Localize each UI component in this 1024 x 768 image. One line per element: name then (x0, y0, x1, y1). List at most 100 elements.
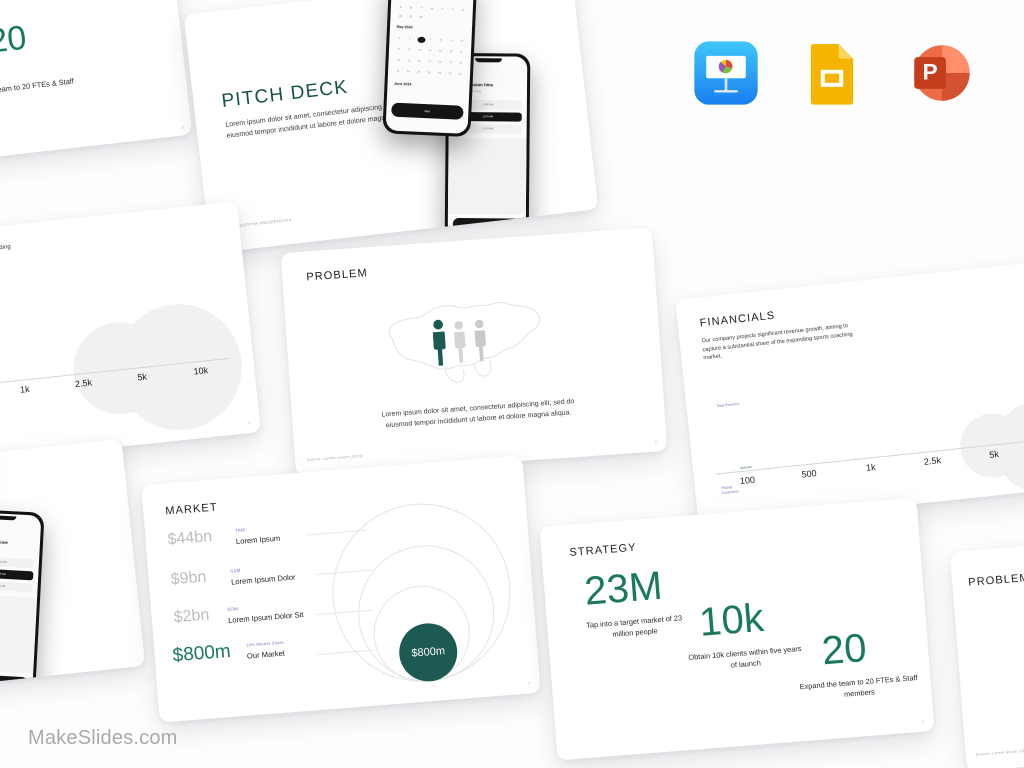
day-cell[interactable]: 20 (417, 59, 421, 63)
time-option-2[interactable]: 11:00 AM (0, 567, 34, 581)
day-cell[interactable]: 25 (396, 69, 400, 73)
phone-a-next-label: Next (424, 109, 431, 114)
phone-b-content-area (447, 137, 527, 215)
day-cell[interactable]: 28 (427, 71, 431, 75)
day-cell[interactable]: 21 (428, 60, 432, 64)
day-cell[interactable]: 22 (438, 60, 442, 64)
phone-notch (0, 515, 17, 521)
phone-mockup-session-time: Start session time Select duration of ti… (0, 508, 45, 694)
day-cell[interactable]: 14 (428, 49, 432, 53)
google-slides-icon[interactable] (799, 40, 865, 106)
calendar-month-label: May 2024 (396, 24, 413, 30)
svg-text:P: P (923, 60, 938, 85)
bar: $2,300,000 (5, 377, 42, 385)
day-cell-empty (427, 16, 435, 19)
chart-bars: $2,300,000 $5,750,000 $11,500,000 (0, 249, 229, 385)
strategy-stat-number-2: 10k (697, 595, 766, 645)
weekday: T (420, 6, 423, 10)
phone-b-heading: Start session time (0, 538, 9, 546)
bar: $11,500,000 (973, 442, 1013, 450)
day-cell[interactable]: 11 (397, 47, 401, 51)
calendar-week-1: 4 5 7 8 9 10 (395, 36, 466, 44)
day-cell[interactable]: 13 (418, 48, 422, 52)
bar: $5,750,000 (912, 448, 951, 457)
day-cell-selected[interactable] (416, 36, 426, 44)
day-cell[interactable]: 30 (419, 15, 423, 19)
day-cell[interactable]: 26 (406, 70, 410, 74)
category-label: 2.5k (923, 455, 942, 467)
slide-financials[interactable]: FINANCIALS Our company projects signific… (675, 257, 1024, 527)
day-cell[interactable]: 16 (449, 50, 453, 54)
bar: $2,300,000 (850, 455, 889, 463)
day-cell[interactable]: 24 (459, 61, 463, 65)
slide-strategy[interactable]: STRATEGY 23M Tap into a target market of… (539, 497, 935, 761)
bar: $23,000,000 (181, 359, 218, 367)
day-cell[interactable]: 8 (440, 38, 442, 42)
slide-pitch-deck[interactable]: PITCH DECK Lorem ipsum dolor sit amet, c… (183, 0, 599, 254)
day-cell[interactable]: 4 (398, 36, 401, 40)
person-figure-highlight (432, 319, 446, 366)
calendar-weekday-row: S M T W T F S (397, 6, 468, 12)
day-cell-empty (438, 17, 446, 20)
strategy-stat-caption-1: Tap into a target market of 23 million p… (585, 613, 683, 639)
day-cell[interactable]: 9 (450, 39, 453, 43)
phone-a-next-button[interactable]: Next (391, 102, 464, 120)
strategy-stat-number-3: 20 (820, 625, 869, 674)
day-cell[interactable]: 12 (407, 48, 411, 52)
market-value-tam: $44bn (166, 527, 213, 549)
day-cell[interactable]: 31 (458, 72, 462, 76)
market-label-som: Lorem Ipsum Dolor Sit (227, 610, 304, 625)
bar: $1,150,000 (788, 461, 828, 470)
day-cell[interactable]: 29 (437, 71, 441, 75)
strategy-stat-caption-3: Expand the team to 20 FTEs & Staff membe… (799, 673, 918, 699)
weekday: W (430, 7, 434, 11)
day-cell[interactable]: 17 (459, 50, 463, 54)
calendar-week-2: 11 12 13 14 15 16 17 (395, 48, 466, 54)
market-title: MARKET (164, 501, 219, 518)
calendar-week-3: 18 19 20 21 22 23 24 (394, 59, 465, 65)
day-cell[interactable]: 23 (448, 61, 452, 65)
powerpoint-icon[interactable]: P (905, 40, 971, 106)
day-cell[interactable]: 19 (407, 59, 411, 63)
slide-problem[interactable]: PROBLEM (280, 227, 668, 477)
market-label-sam: Lorem Ipsum Dolor (230, 572, 296, 587)
keynote-icon[interactable] (693, 40, 759, 106)
phone-mockup-session-date: Select start session date Check how the … (382, 0, 478, 138)
market-value-our: $800m (171, 640, 232, 667)
day-cell[interactable]: 10 (460, 39, 464, 43)
calendar-prev-tail-row: 28 29 30 (396, 15, 467, 21)
phone-b-cta[interactable] (0, 673, 29, 690)
day-cell[interactable]: 7 (429, 38, 432, 42)
day-cell[interactable]: 18 (396, 58, 400, 62)
weekday: T (441, 7, 444, 11)
time-option-1[interactable]: 10:00 AM (0, 555, 35, 569)
calendar-next-month-label: June 2024 (394, 81, 412, 87)
slide-strategy-corner[interactable]: k s within nch 20 Expand the team to 20 … (0, 0, 193, 169)
page-number: 6 (181, 125, 184, 130)
slide-financials-corner[interactable]: ue growth, aiming to nding sports coachi… (0, 201, 262, 475)
bar: $230,000 (727, 466, 766, 473)
phone-b-content-area (0, 593, 38, 674)
bar-value-label: $230,000 (740, 465, 752, 471)
slide-phone-mockup-corner[interactable]: Select start session date Check how the … (0, 438, 146, 694)
phone-notch (474, 58, 502, 63)
financials-corner-chart: $2,300,000 $5,750,000 $11,500,000 (0, 249, 230, 385)
market-tag-sam: SAM (230, 567, 241, 574)
day-cell[interactable]: 15 (438, 49, 442, 53)
financials-corner-body: ue growth, aiming to nding sports coachi… (0, 244, 12, 257)
time-option-3[interactable]: 12:00 AM (0, 579, 34, 593)
slide-problem-edge[interactable]: PROBLEM Source: Lorem Ipsum (2024) (949, 528, 1024, 768)
day-cell[interactable]: 28 (398, 14, 402, 18)
day-cell[interactable]: 27 (417, 70, 421, 74)
day-cell[interactable]: 30 (448, 72, 452, 76)
phone-b-cta[interactable] (452, 217, 522, 231)
day-cell[interactable]: 5 (408, 37, 411, 41)
slide-market[interactable]: MARKET $44bn TAM Lorem Ipsum $9bn SAM Lo… (141, 455, 541, 723)
market-label-tam: Lorem Ipsum (235, 533, 281, 547)
pitch-deck-title: PITCH DECK (220, 76, 350, 113)
category-label: 1k (865, 461, 877, 473)
market-core-label: $800m (410, 645, 446, 660)
time-option-2-label: 11:00 AM (0, 572, 6, 576)
time-option-1-label: 10:00 AM (0, 560, 7, 564)
day-cell[interactable]: 29 (409, 15, 413, 19)
